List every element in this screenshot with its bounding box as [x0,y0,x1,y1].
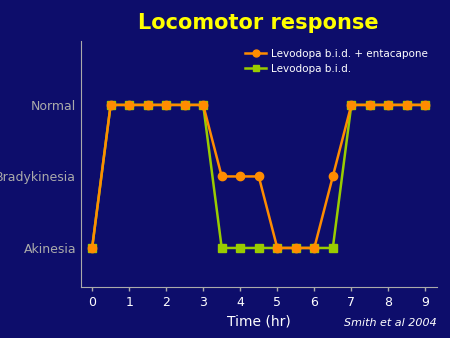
Legend: Levodopa b.i.d. + entacapone, Levodopa b.i.d.: Levodopa b.i.d. + entacapone, Levodopa b… [242,46,431,77]
Text: Smith et al 2004: Smith et al 2004 [344,318,436,328]
X-axis label: Time (hr): Time (hr) [227,315,291,329]
Title: Locomotor response: Locomotor response [139,14,379,33]
